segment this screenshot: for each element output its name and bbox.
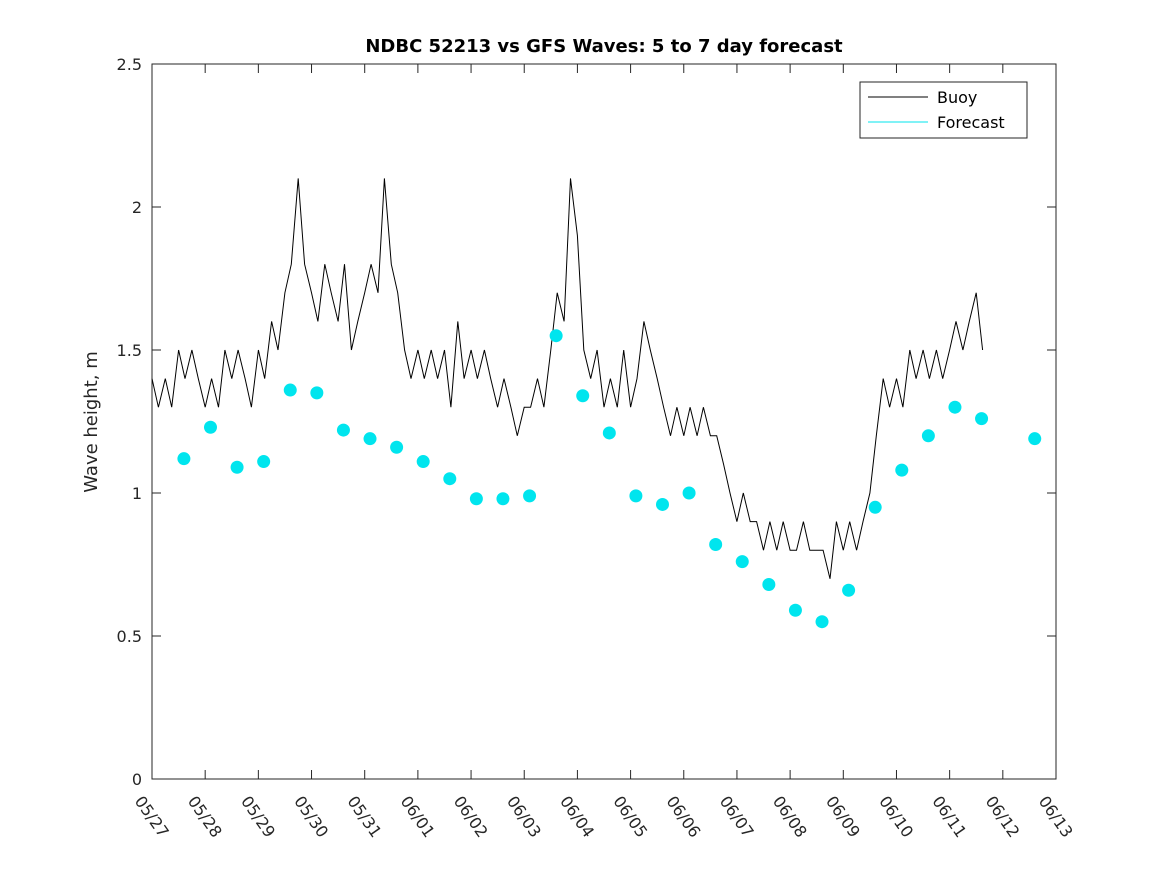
series-forecast-point bbox=[735, 555, 749, 569]
series-forecast-point bbox=[682, 486, 696, 500]
series-forecast-point bbox=[868, 500, 882, 514]
series-forecast-point bbox=[655, 497, 669, 511]
y-tick-label: 0.5 bbox=[117, 627, 142, 646]
series-forecast-point bbox=[895, 463, 909, 477]
series-forecast-point bbox=[762, 578, 776, 592]
series-forecast-point bbox=[576, 389, 590, 403]
series-forecast-point bbox=[336, 423, 350, 437]
series-forecast-point bbox=[310, 386, 324, 400]
series-forecast-point bbox=[496, 492, 510, 506]
series-forecast-point bbox=[283, 383, 297, 397]
series-forecast-point bbox=[443, 472, 457, 486]
series-forecast-point bbox=[788, 603, 802, 617]
y-tick-label: 1 bbox=[132, 484, 142, 503]
series-forecast-point bbox=[230, 460, 244, 474]
plot-area-frame bbox=[151, 63, 1057, 780]
series-forecast-point bbox=[815, 615, 829, 629]
chart-title: NDBC 52213 vs GFS Waves: 5 to 7 day fore… bbox=[365, 36, 843, 57]
series-forecast-point bbox=[842, 583, 856, 597]
series-forecast-point bbox=[629, 489, 643, 503]
series-forecast-point bbox=[177, 452, 191, 466]
series-forecast-point bbox=[709, 537, 723, 551]
y-tick-label: 2.5 bbox=[117, 55, 142, 74]
series-forecast-point bbox=[549, 329, 563, 343]
series-forecast-point bbox=[203, 420, 217, 434]
y-axis: 0 0.5 1 1.5 2 2.5 bbox=[117, 55, 1056, 789]
series-forecast-point bbox=[1028, 432, 1042, 446]
series-forecast-point bbox=[363, 432, 377, 446]
series-forecast-point bbox=[523, 489, 537, 503]
y-tick-label: 0 bbox=[132, 770, 142, 789]
series-forecast-point bbox=[602, 426, 616, 440]
series-forecast-point bbox=[948, 400, 962, 414]
legend-forecast-label: Forecast bbox=[937, 113, 1005, 132]
series-forecast-point bbox=[469, 492, 483, 506]
series-layer bbox=[151, 178, 1042, 629]
series-forecast-point bbox=[975, 412, 989, 426]
series-forecast-point bbox=[416, 455, 430, 469]
y-tick-label: 2 bbox=[132, 198, 142, 217]
series-buoy-line bbox=[151, 178, 984, 579]
y-tick-label: 1.5 bbox=[117, 341, 142, 360]
legend-box bbox=[859, 81, 1028, 139]
y-axis-label: Wave height, m bbox=[81, 351, 102, 492]
legend: Buoy Forecast bbox=[859, 81, 1028, 139]
legend-buoy-label: Buoy bbox=[937, 88, 977, 107]
series-forecast-point bbox=[257, 455, 271, 469]
series-forecast-point bbox=[921, 429, 935, 443]
series-forecast-point bbox=[390, 440, 404, 454]
